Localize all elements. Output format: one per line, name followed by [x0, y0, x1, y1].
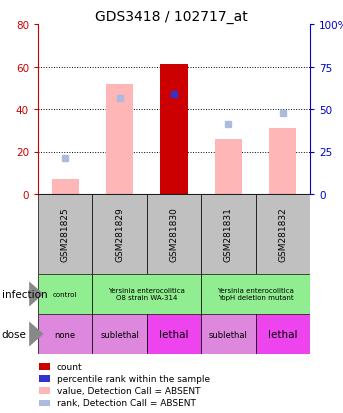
Bar: [147, 195, 201, 274]
Text: control: control: [53, 291, 78, 297]
Bar: [92, 195, 147, 274]
Bar: [161, 65, 188, 195]
Bar: [51, 180, 79, 195]
Text: dose: dose: [2, 329, 27, 339]
Bar: [38, 195, 92, 274]
Bar: [39, 400, 50, 406]
Text: rank, Detection Call = ABSENT: rank, Detection Call = ABSENT: [57, 399, 196, 408]
Text: lethal: lethal: [268, 329, 297, 339]
Bar: [92, 314, 147, 354]
Text: count: count: [57, 362, 82, 371]
Text: value, Detection Call = ABSENT: value, Detection Call = ABSENT: [57, 386, 200, 395]
Bar: [215, 140, 242, 195]
Bar: [39, 387, 50, 394]
Text: GSM281830: GSM281830: [169, 207, 178, 262]
Text: GSM281831: GSM281831: [224, 207, 233, 262]
Bar: [256, 314, 310, 354]
Text: Yersinia enterocolitica
YopH deletion mutant: Yersinia enterocolitica YopH deletion mu…: [217, 288, 294, 301]
Bar: [256, 195, 310, 274]
Text: sublethal: sublethal: [100, 330, 139, 339]
Text: GSM281825: GSM281825: [61, 207, 70, 262]
Bar: [92, 274, 201, 314]
Bar: [38, 274, 92, 314]
Text: none: none: [55, 330, 76, 339]
Bar: [201, 195, 256, 274]
Bar: [269, 129, 296, 195]
Text: GDS3418 / 102717_at: GDS3418 / 102717_at: [95, 10, 248, 24]
Polygon shape: [29, 282, 44, 307]
Text: lethal: lethal: [159, 329, 189, 339]
Polygon shape: [29, 322, 44, 347]
Text: GSM281832: GSM281832: [278, 207, 287, 262]
Bar: [38, 314, 92, 354]
Bar: [201, 314, 256, 354]
Bar: [39, 375, 50, 382]
Bar: [201, 274, 310, 314]
Text: percentile rank within the sample: percentile rank within the sample: [57, 374, 210, 383]
Text: GSM281829: GSM281829: [115, 207, 124, 262]
Text: sublethal: sublethal: [209, 330, 248, 339]
Bar: [39, 363, 50, 370]
Text: infection: infection: [2, 289, 47, 299]
Text: Yersinia enterocolitica
O8 strain WA-314: Yersinia enterocolitica O8 strain WA-314: [108, 288, 185, 301]
Bar: [147, 314, 201, 354]
Bar: [106, 84, 133, 195]
